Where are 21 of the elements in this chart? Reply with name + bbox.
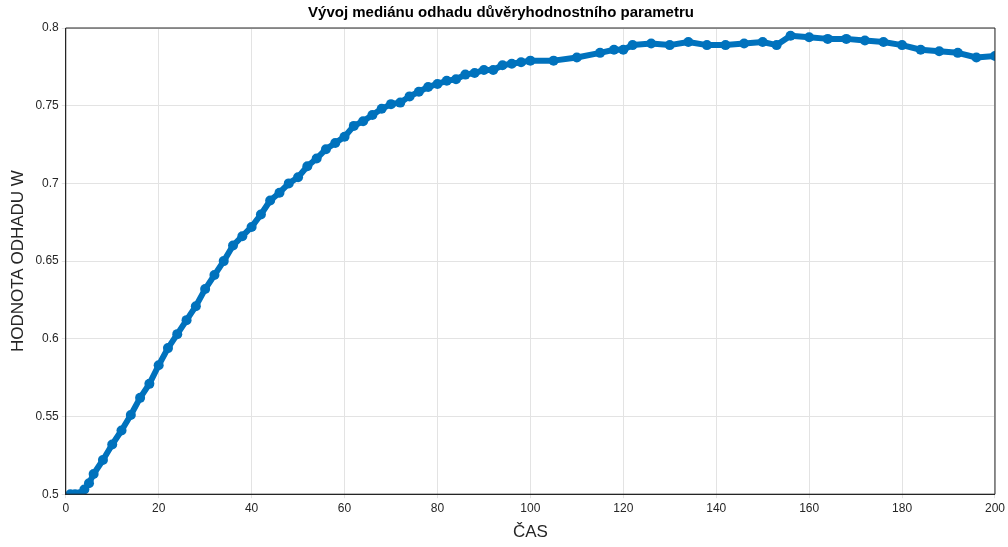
x-tick-label: 160 xyxy=(799,500,820,515)
x-tick-label: 180 xyxy=(892,500,913,515)
y-tick-label: 0.5 xyxy=(42,486,60,501)
y-tick-label: 0.6 xyxy=(42,331,60,346)
x-tick-label: 40 xyxy=(244,500,259,515)
x-axis-title: ČAS xyxy=(512,522,548,542)
y-tick-label: 0.65 xyxy=(35,253,60,268)
x-tick-label: 60 xyxy=(337,500,352,515)
x-tick-label: 100 xyxy=(520,500,541,515)
x-tick-label: 20 xyxy=(152,500,166,515)
y-tick-label: 0.8 xyxy=(42,20,60,35)
x-tick-label: 200 xyxy=(984,500,1006,515)
y-tick-label: 0.75 xyxy=(35,98,60,113)
y-axis-title: HODNOTA ODHADU W xyxy=(7,170,27,353)
x-tick-label: 140 xyxy=(706,500,727,515)
x-tick-label: 120 xyxy=(613,500,634,515)
y-tick-label: 0.7 xyxy=(42,175,60,190)
y-tick-label: 0.55 xyxy=(35,408,60,423)
x-tick-label: 80 xyxy=(430,500,445,515)
x-tick-label: 0 xyxy=(62,500,70,515)
chart-title: Vývoj mediánu odhadu důvěryhodnostního parametru xyxy=(308,3,694,21)
